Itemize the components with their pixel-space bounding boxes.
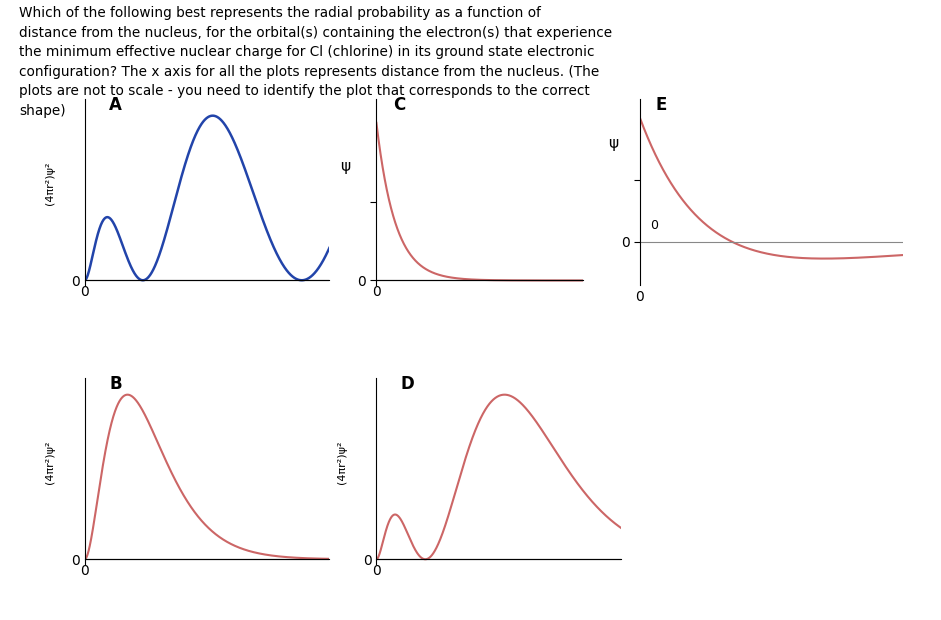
Text: C: C [393, 96, 406, 114]
Text: 0: 0 [650, 219, 659, 232]
Text: A: A [109, 96, 122, 114]
Text: D: D [401, 375, 415, 393]
Y-axis label: (4πr²)ψ²: (4πr²)ψ² [45, 161, 56, 205]
Y-axis label: (4πr²)ψ²: (4πr²)ψ² [337, 440, 347, 484]
Y-axis label: (4πr²)ψ²: (4πr²)ψ² [45, 440, 56, 484]
Y-axis label: ψ: ψ [341, 159, 350, 174]
Text: B: B [109, 375, 121, 393]
Text: Which of the following best represents the radial probability as a function of
d: Which of the following best represents t… [19, 6, 612, 118]
Text: E: E [656, 96, 667, 114]
Y-axis label: ψ: ψ [609, 136, 618, 151]
